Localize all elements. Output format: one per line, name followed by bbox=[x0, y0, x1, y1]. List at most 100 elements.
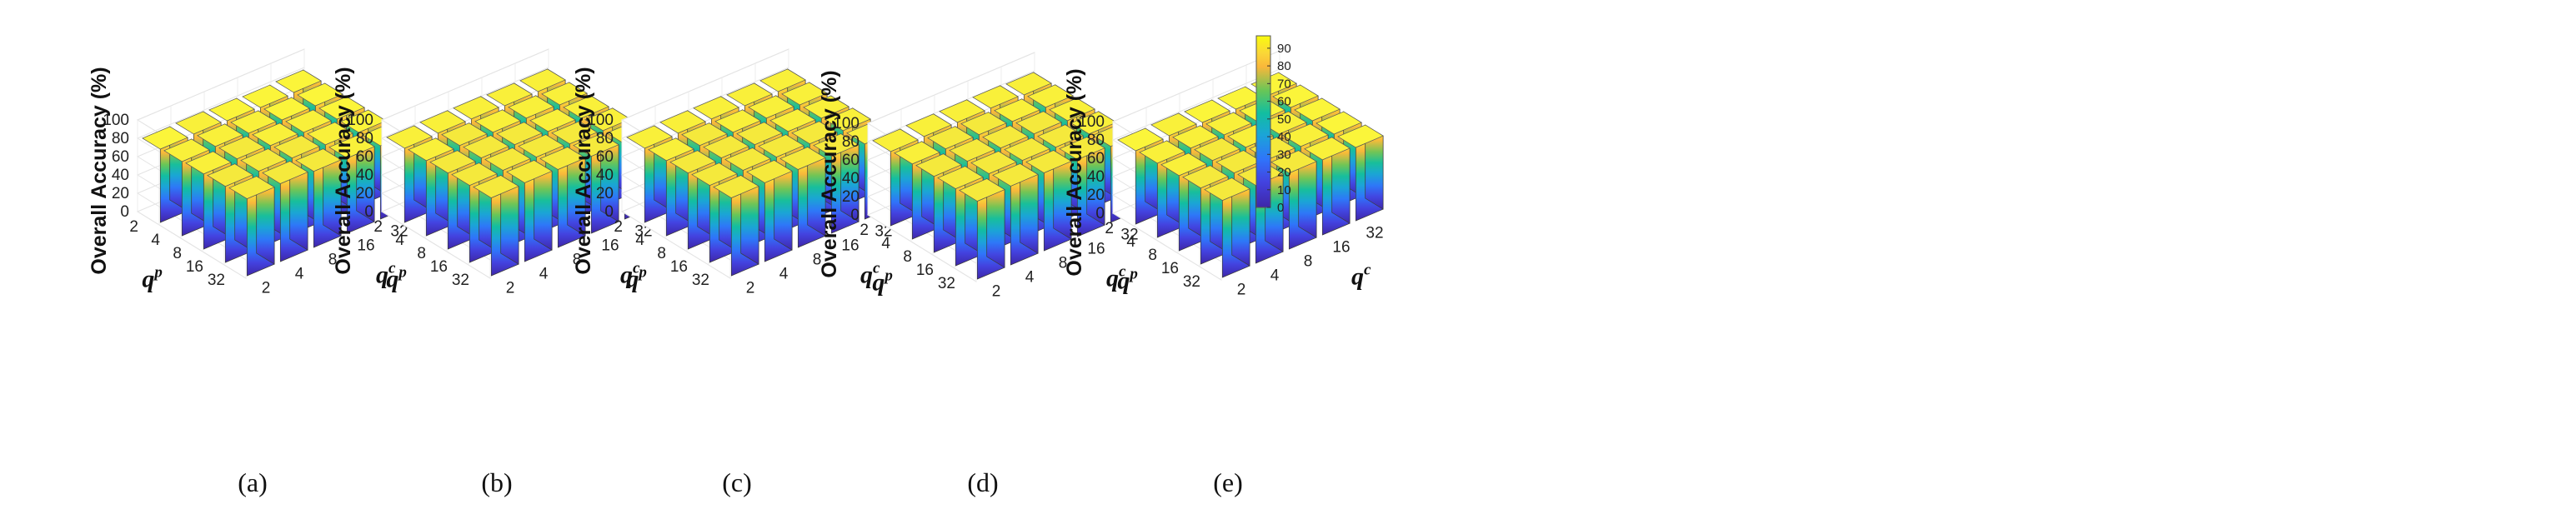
x-axis-title: qp bbox=[1117, 265, 1138, 294]
bar-face-top bbox=[726, 82, 773, 107]
bar-face-top bbox=[779, 147, 826, 170]
bar-face-top bbox=[746, 160, 793, 183]
x-axis-title-sup: p bbox=[883, 267, 893, 284]
bar-face-top bbox=[207, 163, 253, 187]
bar-face-top bbox=[714, 109, 761, 133]
bar-32-4 bbox=[992, 162, 1039, 266]
bar-face-top bbox=[781, 82, 828, 106]
colorbar-tick-label: 10 bbox=[1277, 183, 1291, 197]
z-tick-label: 0 bbox=[364, 203, 373, 221]
bar-face-top bbox=[285, 109, 332, 133]
bar-face-top bbox=[1270, 150, 1317, 174]
x-tick-label: 16 bbox=[1161, 260, 1179, 277]
panel-caption: (a) bbox=[238, 467, 268, 497]
y-axis-title-base: q bbox=[860, 261, 873, 288]
bar-face-top bbox=[1194, 137, 1240, 162]
bar-face-top bbox=[713, 175, 759, 198]
y-tick-label: 4 bbox=[295, 266, 304, 283]
z-axis-title: Overall Accuracy (%) bbox=[332, 67, 355, 274]
bar-face-top bbox=[994, 98, 1040, 122]
x-axis-title: qp bbox=[386, 263, 407, 292]
bar-face-top bbox=[551, 121, 598, 145]
bar-face-top bbox=[691, 162, 738, 186]
y-axis-title-base: q bbox=[620, 261, 633, 288]
y-tick-label: 32 bbox=[1366, 225, 1383, 242]
bar-face-top bbox=[648, 137, 694, 162]
x-tick-label: 32 bbox=[938, 275, 955, 292]
bar-face-top bbox=[1282, 123, 1329, 147]
bar-face-top bbox=[791, 121, 838, 145]
x-tick-label: 4 bbox=[881, 235, 890, 252]
y-axis-title: qc bbox=[376, 259, 396, 288]
x-axis-title-base: q bbox=[142, 265, 154, 292]
colorbar-tick-label: 40 bbox=[1277, 130, 1291, 144]
bar-face-top bbox=[1037, 124, 1084, 148]
y-tick-label: 16 bbox=[1087, 241, 1105, 258]
bar-face-top bbox=[496, 122, 543, 146]
z-tick-label: 20 bbox=[842, 188, 860, 206]
bar-face-top bbox=[474, 109, 521, 133]
bar-face-top bbox=[1005, 72, 1052, 96]
x-axis-title-sup: p bbox=[397, 263, 407, 281]
x-tick-label: 2 bbox=[373, 218, 383, 236]
bar-face-top bbox=[318, 96, 365, 120]
bar-face-top bbox=[573, 133, 619, 157]
z-tick-label: 20 bbox=[596, 185, 614, 202]
bar-face-top bbox=[295, 148, 342, 172]
bar-face-top bbox=[1027, 84, 1074, 108]
x-axis-title-sup: p bbox=[637, 263, 647, 281]
y-axis-title-sup: c bbox=[873, 259, 880, 277]
bar-face-top bbox=[970, 151, 1017, 174]
bar-face-top bbox=[681, 122, 728, 147]
bar-face-top bbox=[1025, 150, 1072, 173]
x-tick-label: 16 bbox=[430, 258, 448, 276]
x-tick-label: 4 bbox=[395, 232, 404, 249]
x-tick-label: 4 bbox=[151, 232, 160, 249]
z-tick-label: 60 bbox=[112, 148, 129, 166]
z-tick-label: 80 bbox=[356, 130, 373, 147]
bar-face-top bbox=[759, 68, 806, 92]
bar-face-top bbox=[813, 133, 860, 157]
bar-face-top bbox=[927, 126, 974, 150]
bar-face-top bbox=[508, 95, 554, 119]
y-tick-label: 16 bbox=[601, 237, 619, 255]
bar-face-top bbox=[451, 162, 498, 186]
bar-face-top bbox=[529, 108, 576, 132]
bar-32-16 bbox=[1304, 137, 1351, 236]
bar-face-top bbox=[275, 69, 322, 93]
y-tick-label: 16 bbox=[1332, 239, 1350, 257]
colorbar-tick-label: 80 bbox=[1277, 59, 1291, 73]
bar-32-8 bbox=[295, 148, 342, 248]
bar-face-top bbox=[328, 135, 375, 159]
y-axis-title-base: q bbox=[1351, 262, 1364, 290]
bar-face-top bbox=[1182, 165, 1229, 189]
bar-face-top bbox=[441, 122, 488, 147]
y-tick-label: 8 bbox=[1304, 253, 1313, 271]
bar-face-top bbox=[905, 113, 952, 137]
y-axis-title-sup: c bbox=[1364, 261, 1371, 278]
y-tick-label: 8 bbox=[328, 252, 338, 269]
bar-face-top bbox=[949, 138, 995, 162]
bar-face-top bbox=[240, 148, 287, 172]
x-tick-label: 2 bbox=[860, 222, 869, 239]
z-tick-label: 0 bbox=[604, 203, 614, 221]
x-tick-label: 8 bbox=[903, 248, 912, 266]
y-tick-label: 4 bbox=[1025, 269, 1035, 287]
bar-face-top bbox=[1172, 125, 1219, 149]
bar-face-top bbox=[894, 141, 940, 165]
bar-face-top bbox=[626, 125, 673, 149]
bar-face-top bbox=[486, 82, 533, 107]
y-axis: 2 4 8 16 32 qc bbox=[992, 227, 1139, 301]
colorbar-gradient bbox=[1255, 35, 1271, 208]
y-axis-title: qc bbox=[620, 259, 640, 288]
bar-face-top bbox=[1059, 137, 1105, 160]
y-tick-label: 4 bbox=[1270, 267, 1280, 285]
bar-face-top bbox=[1272, 84, 1319, 108]
bar-face-top bbox=[872, 128, 919, 152]
